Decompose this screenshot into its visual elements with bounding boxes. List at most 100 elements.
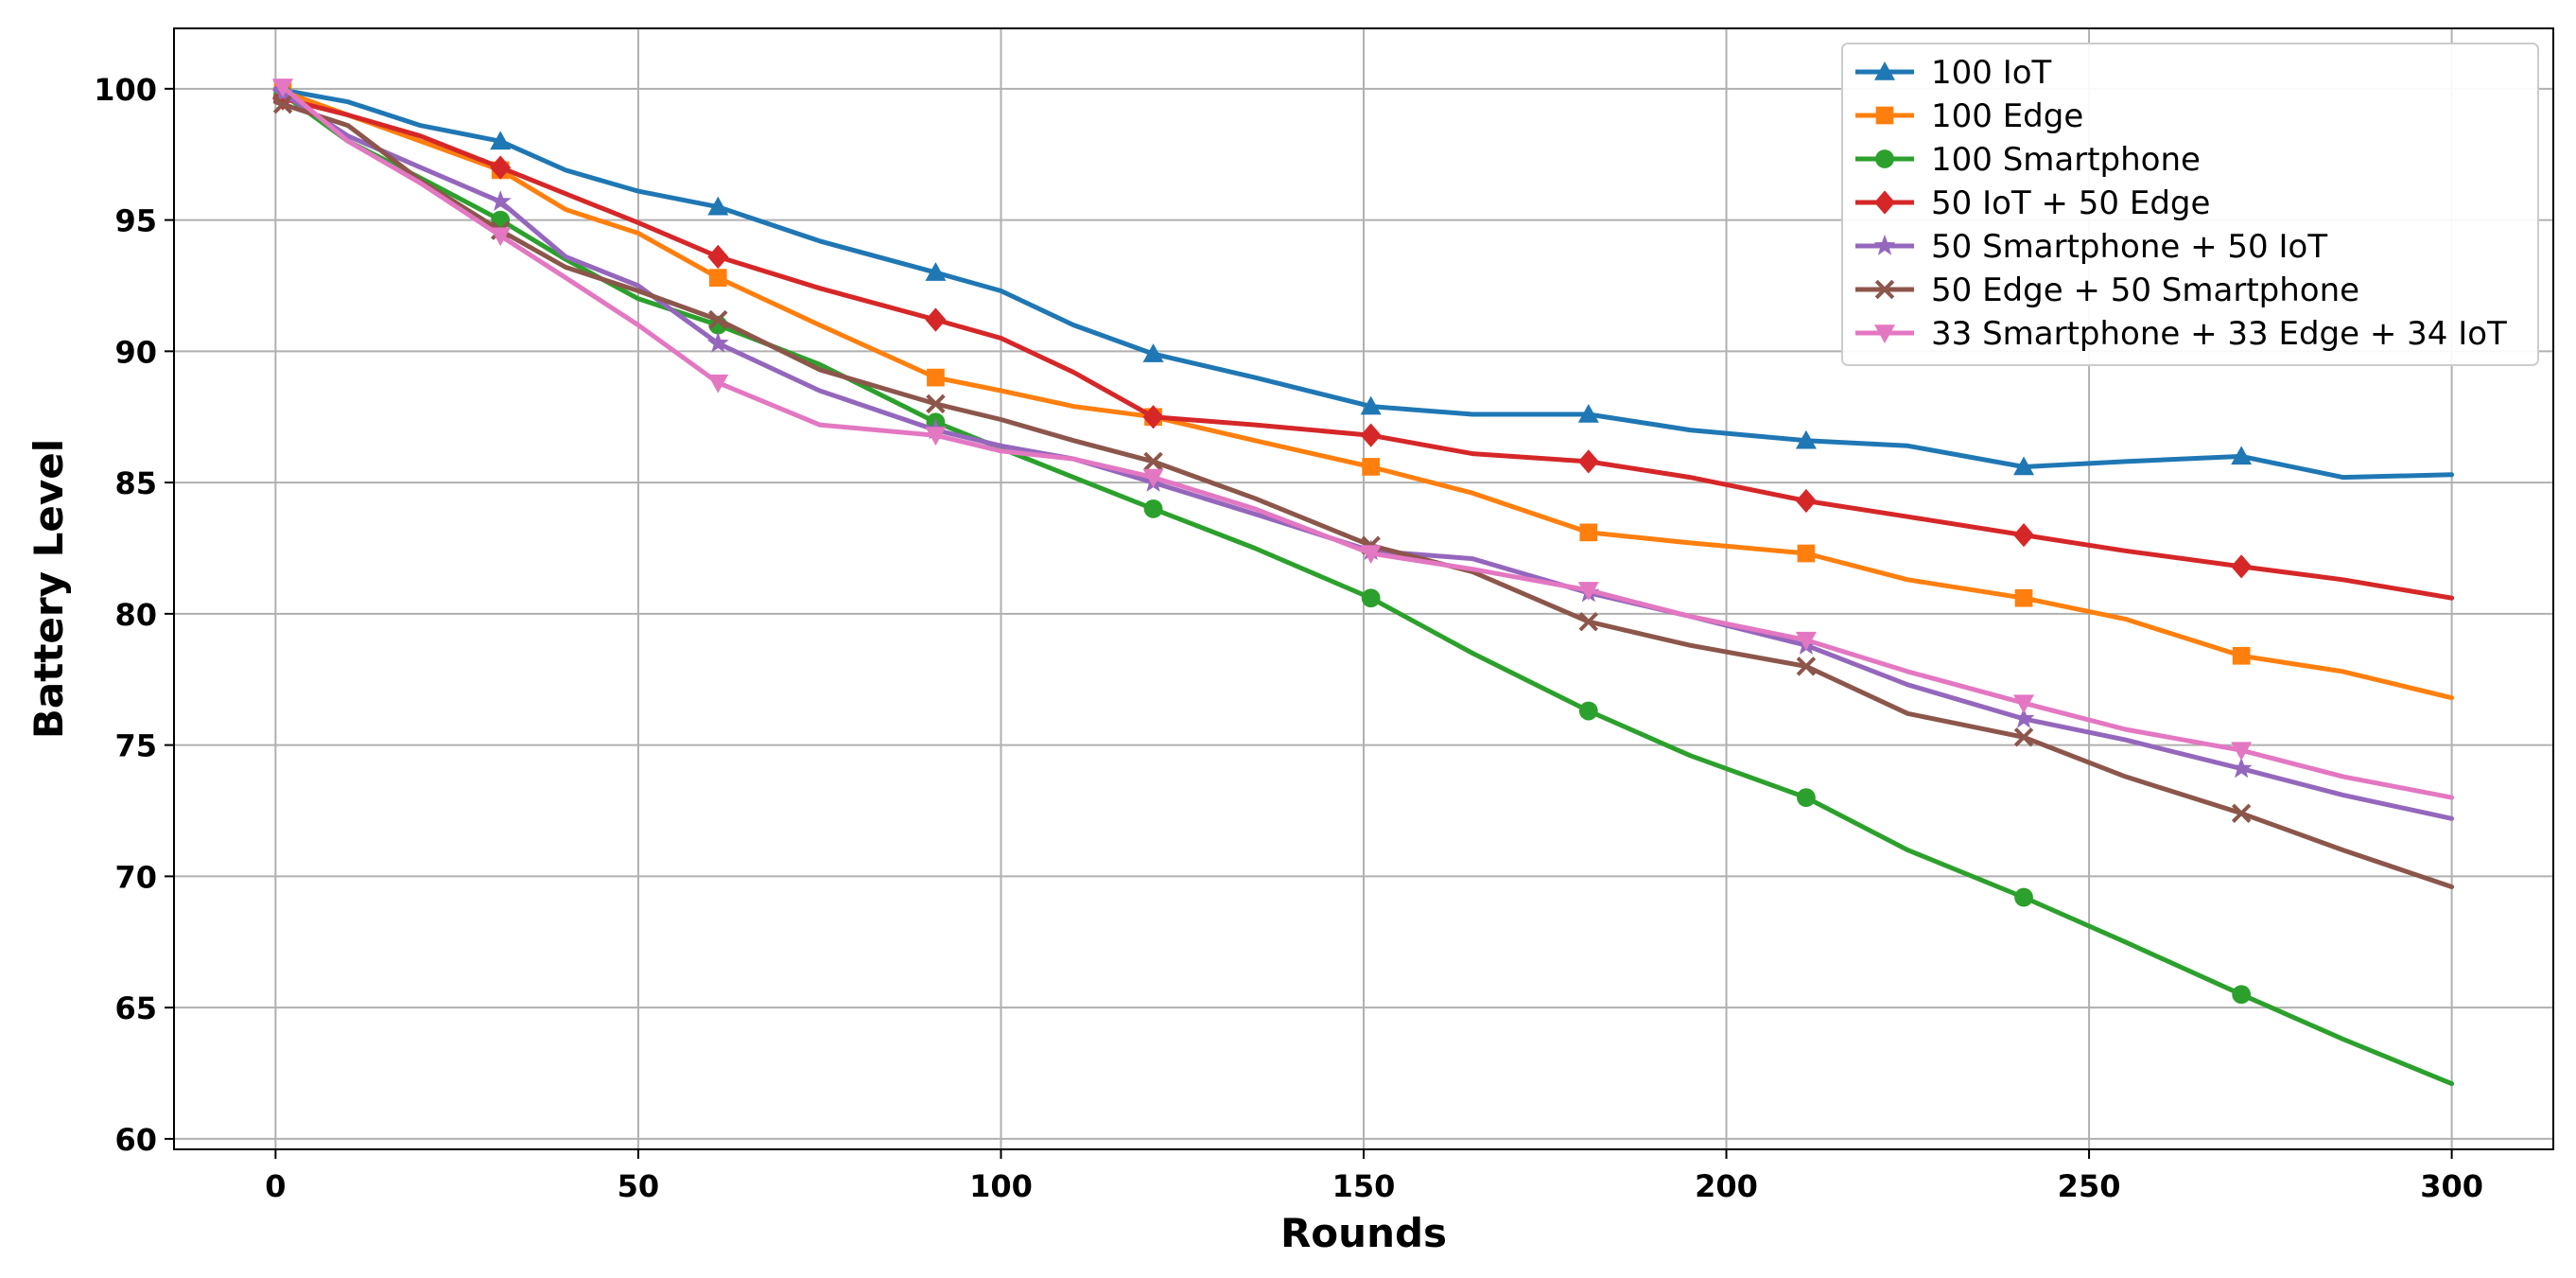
series-line [272, 99, 2455, 889]
data-point-marker [1362, 458, 1381, 476]
y-axis-label: Battery Level [26, 439, 72, 739]
tick-layer: 0 50 100 150 200 250 300 60 65 70 75 80 85 90 95 100 [94, 72, 2483, 1204]
series-line [272, 86, 2455, 701]
data-point-marker [925, 262, 947, 281]
data-point-marker [2230, 757, 2253, 779]
series-line [272, 94, 2455, 601]
data-point-marker [2232, 646, 2251, 665]
series-7 [272, 79, 2455, 800]
data-point-marker [2231, 742, 2253, 762]
data-point-marker [2231, 554, 2253, 579]
y-tick-label: 80 [114, 597, 157, 633]
series-layer [271, 79, 2455, 1087]
legend-marker [1874, 279, 1895, 300]
series-line [272, 86, 2455, 1087]
data-point-marker [2231, 803, 2252, 823]
data-point-marker [489, 190, 512, 211]
data-point-marker [272, 86, 294, 111]
x-tick-label: 250 [2058, 1168, 2121, 1204]
x-axis-label: Rounds [1280, 1210, 1447, 1256]
data-point-marker [490, 155, 512, 180]
data-point-marker [706, 331, 729, 353]
data-point-marker [490, 227, 512, 247]
data-point-marker [490, 131, 512, 150]
data-point-marker [1360, 395, 1382, 415]
series-line [272, 86, 2455, 821]
data-point-marker [1360, 545, 1382, 565]
data-point-marker [2013, 727, 2034, 747]
grid-layer [174, 28, 2553, 1149]
data-point-marker [272, 79, 294, 97]
legend-marker [1874, 61, 1895, 80]
data-point-marker [925, 427, 947, 446]
legend-marker [1874, 190, 1895, 215]
legend-item: 100 Smartphone [1855, 141, 2201, 179]
legend-marker [1875, 149, 1894, 168]
data-point-marker [708, 309, 728, 330]
legend-label: 100 IoT [1931, 54, 2052, 92]
data-point-marker [1795, 488, 1817, 514]
legend-item: 33 Smartphone + 33 Edge + 34 IoT [1855, 315, 2507, 353]
data-point-marker [1577, 582, 1599, 601]
legend-marker [1874, 324, 1895, 343]
legend-label: 50 IoT + 50 Edge [1931, 184, 2210, 222]
legend-marker [1873, 234, 1896, 255]
data-point-marker [2013, 522, 2035, 548]
data-point-marker [1361, 588, 1381, 608]
x-tick-label: 50 [618, 1168, 660, 1204]
y-tick-label: 90 [114, 334, 157, 370]
legend-label: 100 Edge [1931, 97, 2083, 135]
legend-label: 33 Smartphone + 33 Edge + 34 IoT [1931, 315, 2507, 353]
series-line [272, 79, 2455, 800]
data-point-marker [707, 244, 729, 270]
legend-label: 50 Edge + 50 Smartphone [1931, 271, 2359, 309]
y-tick-label: 95 [114, 203, 157, 239]
data-point-marker [2231, 446, 2253, 465]
data-point-marker [1797, 788, 1816, 808]
data-point-marker [707, 196, 729, 216]
legend: 100 IoT 100 Edge 100 Smartphone 50 IoT + 50… [1841, 43, 2539, 366]
data-point-marker [1578, 701, 1598, 721]
data-point-marker [1795, 631, 1817, 651]
data-point-marker [1795, 429, 1817, 449]
data-point-marker [1142, 405, 1164, 429]
y-tick-label: 75 [114, 728, 157, 764]
data-point-marker [1579, 523, 1598, 542]
y-tick-label: 70 [114, 859, 157, 895]
data-point-marker [1360, 423, 1382, 447]
legend-item: 100 IoT [1855, 54, 2052, 92]
data-point-marker [708, 269, 727, 287]
data-point-marker [1143, 499, 1163, 518]
data-point-marker [2013, 694, 2035, 714]
legend-item: 50 Smartphone + 50 IoT [1855, 228, 2327, 266]
series-4 [272, 86, 2455, 601]
x-tick-label: 300 [2420, 1168, 2483, 1204]
data-point-marker [2232, 985, 2252, 1005]
data-point-marker [1578, 611, 1599, 632]
data-point-marker [1577, 403, 1599, 423]
data-point-marker [272, 94, 293, 114]
data-point-marker [1142, 468, 1164, 488]
data-point-marker [2013, 456, 2035, 476]
data-point-marker [1577, 449, 1599, 474]
data-point-marker [2014, 588, 2033, 607]
x-tick-label: 200 [1695, 1168, 1758, 1204]
y-tick-label: 100 [94, 72, 157, 108]
legend-box [1841, 43, 2539, 366]
legend-item: 50 Edge + 50 Smartphone [1855, 271, 2359, 309]
y-tick-label: 60 [114, 1122, 157, 1158]
data-point-marker [707, 374, 729, 394]
data-point-marker [1142, 343, 1164, 362]
data-point-marker [927, 368, 945, 387]
data-point-marker [1143, 451, 1163, 472]
legend-item: 50 IoT + 50 Edge [1855, 184, 2210, 222]
x-tick-label: 100 [969, 1168, 1033, 1204]
legend-item: 100 Edge [1855, 97, 2083, 135]
data-point-marker [2012, 707, 2035, 728]
legend-label: 50 Smartphone + 50 IoT [1931, 228, 2327, 266]
series-line [272, 86, 2455, 481]
data-point-marker [925, 307, 947, 332]
y-tick-label: 65 [114, 990, 157, 1026]
